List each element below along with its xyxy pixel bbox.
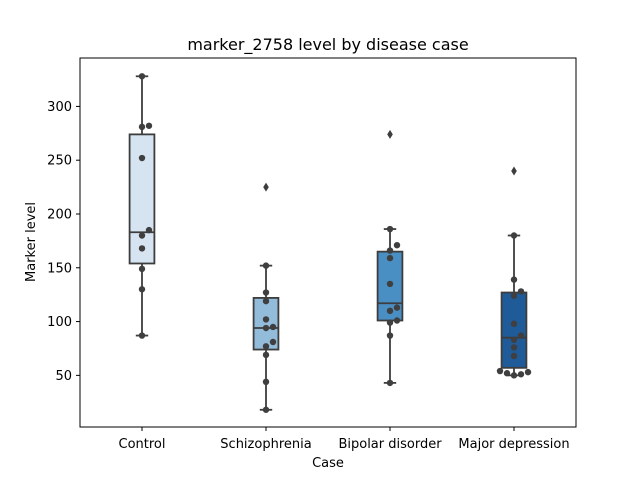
data-point [138, 265, 146, 273]
data-point [510, 276, 518, 283]
x-axis-label: Case [312, 456, 344, 471]
data-point [510, 352, 518, 360]
y-tick-label: 150 [47, 261, 72, 276]
box-group [496, 166, 532, 379]
data-point [393, 304, 401, 311]
box [128, 133, 156, 265]
data-point [138, 332, 146, 339]
data-point [510, 292, 518, 299]
data-point [510, 336, 518, 344]
data-point [510, 372, 518, 379]
data-point [262, 378, 270, 386]
x-tick-label: Major depression [458, 437, 569, 452]
outlier-point [263, 182, 269, 192]
data-point [510, 232, 518, 239]
data-point [496, 367, 504, 375]
data-point [386, 332, 394, 339]
data-point [386, 254, 394, 262]
data-point [386, 307, 394, 315]
data-point [386, 319, 394, 326]
data-point [145, 122, 153, 129]
data-point [517, 371, 525, 378]
y-tick-label: 300 [47, 100, 72, 115]
x-axis: Control Schizophrenia Bipolar disorder Majo… [119, 427, 570, 452]
outlier-point [387, 129, 393, 139]
data-point [145, 226, 153, 234]
outlier-point [511, 166, 517, 176]
plot-area [128, 73, 532, 413]
data-point [262, 351, 270, 359]
data-point [386, 247, 394, 254]
data-point [510, 344, 518, 351]
data-point [262, 262, 270, 269]
data-point [262, 324, 270, 332]
data-point [386, 280, 394, 288]
x-tick-label: Control [119, 437, 166, 452]
y-tick-label: 50 [55, 369, 72, 384]
data-point [262, 316, 270, 323]
data-point [393, 241, 401, 249]
y-tick-label: 200 [47, 207, 72, 222]
data-point [510, 320, 518, 327]
data-point [503, 370, 511, 377]
data-point [269, 338, 277, 346]
x-tick-label: Bipolar disorder [338, 437, 442, 452]
x-tick-label: Schizophrenia [220, 437, 311, 452]
box-group [252, 182, 280, 413]
data-point [138, 123, 146, 131]
data-point [386, 379, 394, 387]
data-point [393, 317, 401, 324]
data-point [386, 225, 394, 233]
data-point [524, 368, 532, 376]
data-point [138, 232, 146, 239]
y-axis: 50 100 150 200 250 300 [47, 100, 80, 384]
box-group [128, 73, 156, 339]
y-tick-label: 100 [47, 315, 72, 330]
data-point [138, 154, 146, 162]
data-point [262, 289, 270, 296]
y-axis-label: Marker level [24, 202, 39, 282]
data-point [138, 73, 146, 80]
y-tick-label: 250 [47, 154, 72, 169]
data-point [262, 297, 270, 305]
box-group [376, 129, 404, 387]
plot-frame [79, 57, 577, 428]
data-point [138, 286, 146, 293]
chart-title: marker_2758 level by disease case [187, 35, 468, 55]
data-point [262, 343, 270, 350]
data-point [269, 323, 277, 331]
data-point [517, 288, 525, 295]
data-point [517, 332, 525, 339]
data-point [138, 245, 146, 252]
data-point [262, 406, 270, 413]
